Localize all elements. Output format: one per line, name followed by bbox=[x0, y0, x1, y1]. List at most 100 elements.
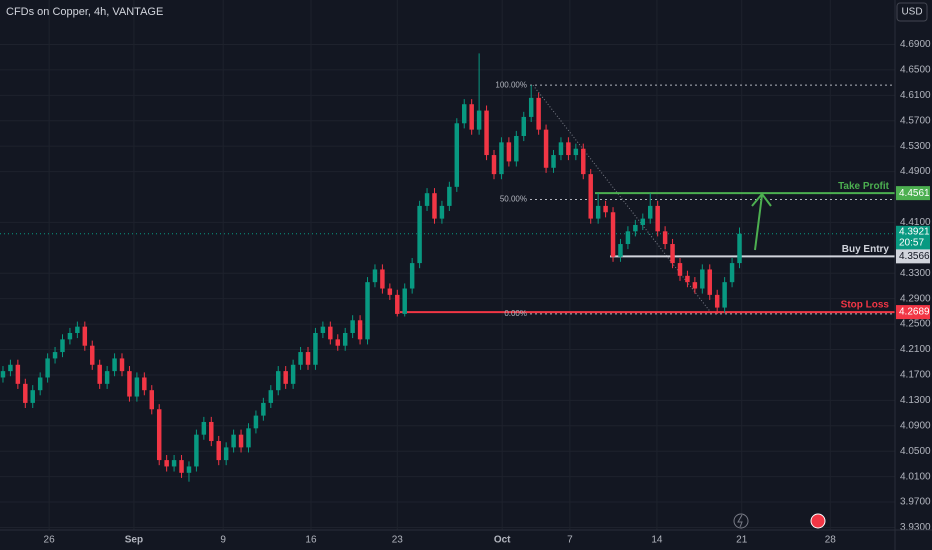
candle-body bbox=[119, 358, 125, 372]
candle-body bbox=[536, 97, 541, 130]
x-tick-label: Sep bbox=[125, 535, 143, 546]
y-tick-label: 4.6900 bbox=[900, 39, 931, 50]
candle-body bbox=[543, 129, 549, 168]
y-tick-label: 4.0100 bbox=[900, 471, 931, 482]
level-value-box bbox=[896, 186, 930, 201]
level-name: Take Profit bbox=[838, 181, 890, 192]
x-tick-label: 26 bbox=[44, 535, 56, 546]
level-name: Stop Loss bbox=[841, 300, 890, 311]
y-tick-label: 4.6500 bbox=[900, 65, 931, 76]
candle-body bbox=[618, 244, 623, 257]
fib-label: 50.00% bbox=[500, 195, 527, 204]
candle-body bbox=[380, 269, 385, 289]
candle-body bbox=[670, 244, 675, 264]
x-tick-label: 23 bbox=[392, 535, 404, 546]
level-value: 4.4561 bbox=[899, 188, 930, 199]
candle-body bbox=[640, 218, 646, 225]
candle-body bbox=[276, 371, 281, 391]
y-tick-label: 4.2100 bbox=[900, 344, 931, 355]
candle-body bbox=[499, 142, 504, 175]
candle-body bbox=[491, 155, 497, 175]
level-name: Buy Entry bbox=[842, 244, 890, 255]
candle-body bbox=[290, 364, 296, 384]
candle-body bbox=[595, 205, 601, 219]
last-price-box bbox=[896, 225, 930, 250]
level-value: 4.3566 bbox=[899, 251, 930, 262]
candle-body bbox=[417, 205, 422, 264]
candle-body bbox=[409, 263, 415, 289]
candle-body bbox=[194, 434, 199, 467]
candle-body bbox=[164, 460, 169, 467]
candle-body bbox=[298, 352, 303, 365]
candle-body bbox=[514, 135, 519, 162]
candle-body bbox=[439, 205, 445, 219]
y-tick-label: 4.5700 bbox=[900, 115, 931, 126]
currency-label[interactable]: USD bbox=[901, 7, 922, 18]
candle-body bbox=[648, 205, 653, 219]
level-value-box bbox=[896, 249, 930, 264]
candle-body bbox=[633, 224, 638, 232]
candle-body bbox=[0, 371, 6, 378]
event-icon[interactable] bbox=[733, 513, 749, 529]
candle-body bbox=[610, 212, 616, 257]
y-tick-label: 4.4900 bbox=[900, 166, 931, 177]
candle-body bbox=[104, 371, 110, 384]
candle-body bbox=[90, 345, 95, 365]
y-tick-label: 3.9300 bbox=[900, 522, 931, 533]
candle-body bbox=[707, 269, 712, 295]
candle-body bbox=[357, 320, 363, 340]
candle-body bbox=[737, 233, 742, 264]
candle-body bbox=[201, 421, 207, 435]
flag-icon[interactable] bbox=[810, 513, 826, 529]
candle-body bbox=[127, 371, 132, 397]
candle-body bbox=[216, 441, 221, 461]
candle-body bbox=[558, 142, 564, 156]
candle-body bbox=[52, 352, 58, 359]
candle-body bbox=[462, 104, 467, 124]
candle-body bbox=[677, 263, 683, 276]
fib-diagonal bbox=[532, 84, 713, 315]
candle-body bbox=[432, 193, 437, 219]
y-tick-label: 4.2500 bbox=[900, 319, 931, 330]
candle-body bbox=[67, 332, 73, 340]
y-tick-label: 4.2900 bbox=[900, 293, 931, 304]
candle-body bbox=[335, 339, 340, 346]
y-tick-label: 4.6100 bbox=[900, 90, 931, 101]
candle-body bbox=[365, 282, 370, 340]
y-tick-label: 4.0900 bbox=[900, 420, 931, 431]
candle-body bbox=[246, 428, 251, 448]
candle-body bbox=[528, 97, 534, 117]
candle-body bbox=[142, 377, 147, 391]
candle-body bbox=[223, 447, 229, 461]
candle-body bbox=[231, 434, 236, 448]
candle-body bbox=[685, 275, 690, 283]
candle-body bbox=[662, 231, 668, 245]
candle-body bbox=[112, 358, 117, 372]
candle-body bbox=[253, 415, 259, 429]
x-tick-label: 28 bbox=[825, 535, 837, 546]
candle-body bbox=[469, 104, 474, 130]
candle-body bbox=[149, 390, 155, 410]
candle-body bbox=[447, 186, 452, 206]
candle-body bbox=[692, 282, 698, 289]
candle-body bbox=[30, 390, 35, 403]
chart-title: CFDs on Copper, 4h, VANTAGE bbox=[6, 6, 163, 18]
currency-button[interactable] bbox=[896, 2, 928, 22]
candle-body bbox=[320, 326, 326, 333]
candle-body bbox=[209, 421, 214, 442]
arrow-head bbox=[751, 192, 772, 207]
candle-body bbox=[305, 352, 311, 365]
candle-body bbox=[484, 110, 489, 156]
fib-label: 100.00% bbox=[495, 80, 527, 89]
candle-body bbox=[655, 205, 660, 232]
candle-body bbox=[156, 409, 162, 461]
candle-body bbox=[23, 383, 28, 403]
candle-body bbox=[45, 358, 50, 378]
grid bbox=[0, 0, 895, 530]
y-tick-label: 3.9700 bbox=[900, 497, 931, 508]
y-tick-label: 4.4100 bbox=[900, 217, 931, 228]
fib-label: 0.00% bbox=[504, 309, 527, 318]
candle-body bbox=[424, 193, 430, 206]
